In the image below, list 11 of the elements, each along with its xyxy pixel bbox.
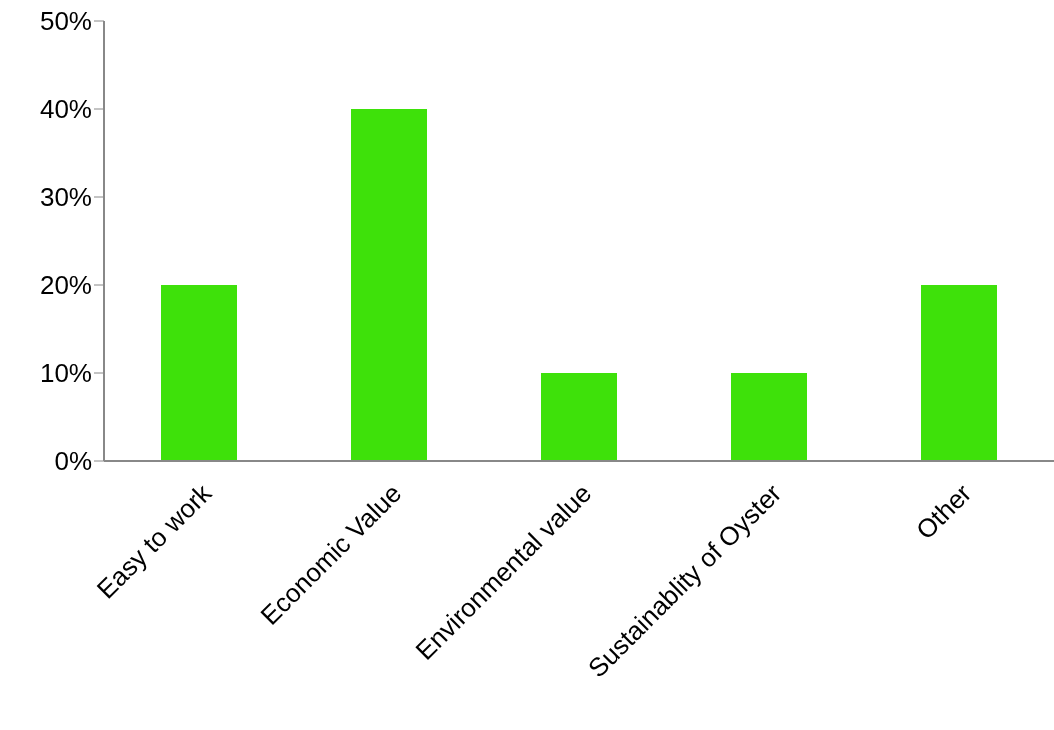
- y-tick-label: 40%: [39, 94, 92, 125]
- bar: [731, 373, 807, 461]
- y-tick-label: 50%: [39, 6, 92, 37]
- bar: [161, 285, 237, 461]
- y-tick-label: 10%: [39, 358, 92, 389]
- bar: [921, 285, 997, 461]
- y-tick-label: 0%: [54, 446, 92, 477]
- bar: [351, 109, 427, 461]
- y-tick-label: 20%: [39, 270, 92, 301]
- bar: [541, 373, 617, 461]
- y-tick-label: 30%: [39, 182, 92, 213]
